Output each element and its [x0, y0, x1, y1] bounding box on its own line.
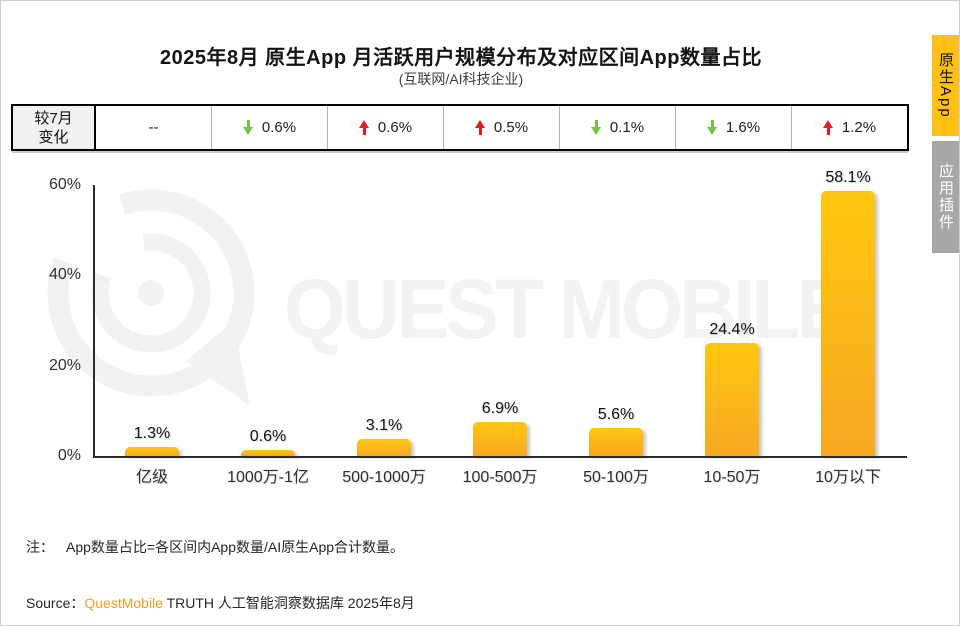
page-subtitle: (互联网/AI科技企业)	[398, 71, 524, 87]
note-text: App数量占比=各区间内App数量/AI原生App合计数量。	[66, 539, 405, 555]
questmobile-logo-watermark-icon	[47, 189, 255, 406]
bar	[473, 421, 527, 456]
y-tick-label: 0%	[57, 447, 81, 464]
x-category-label: 亿级	[135, 469, 168, 486]
x-category-label: 100-500万	[462, 469, 538, 486]
tab-native-app-label: 原生App	[937, 52, 954, 119]
change-cells: -- 0.6% 0.6% 0.5% 0.1% 1.6% 1.2%	[96, 106, 907, 149]
x-axis-line	[93, 456, 907, 458]
bar	[589, 427, 643, 456]
change-value: 0.1%	[609, 119, 645, 136]
bar	[241, 450, 295, 456]
change-cell: 0.6%	[212, 106, 328, 149]
arrow-down-icon	[242, 120, 254, 135]
bar	[357, 438, 411, 456]
bar-value-label: 58.1%	[825, 168, 871, 186]
x-category-label: 1000万-1亿	[227, 469, 309, 486]
change-row-header: 较7月 变化	[13, 106, 96, 149]
change-value: 0.6%	[261, 119, 297, 136]
change-cell: 0.6%	[328, 106, 444, 149]
arrow-down-icon	[590, 120, 602, 135]
change-cell: 0.1%	[560, 106, 676, 149]
source-label: Source：	[26, 595, 85, 611]
arrow-down-icon	[706, 120, 718, 135]
change-table: 较7月 变化 -- 0.6% 0.6% 0.5% 0.1% 1.6% 1.2%	[11, 104, 909, 151]
change-value: 0.6%	[377, 119, 413, 136]
x-category-label: 10万以下	[815, 469, 881, 486]
bar-value-label: 5.6%	[597, 405, 635, 423]
change-cell: 1.2%	[792, 106, 907, 149]
source-line: Source：QuestMobile TRUTH 人工智能洞察数据库 2025年…	[26, 593, 415, 613]
change-header-line2: 变化	[38, 128, 69, 146]
tab-native-app[interactable]: 原生App	[932, 35, 959, 136]
change-header-line1: 较7月	[34, 109, 73, 127]
page-title: 2025年8月 原生App 月活跃用户规模分布及对应区间App数量占比	[160, 47, 762, 69]
bar	[705, 342, 759, 456]
change-value: 1.2%	[841, 119, 877, 136]
watermark-text: QUEST MOBILE	[284, 262, 850, 356]
bar-value-label: 3.1%	[365, 416, 403, 434]
arrow-up-icon	[358, 120, 370, 135]
arrow-up-icon	[474, 120, 486, 135]
change-value: 0.5%	[493, 119, 529, 136]
bar-value-label: 6.9%	[481, 399, 519, 417]
tab-app-plugin-label: 应用插件	[937, 163, 954, 231]
x-category-label: 500-1000万	[342, 469, 426, 486]
bar	[125, 447, 179, 456]
change-cell: 0.5%	[444, 106, 560, 149]
x-category-label: 10-50万	[703, 469, 761, 486]
change-value: --	[148, 119, 159, 136]
change-cell: 1.6%	[676, 106, 792, 149]
change-cell: --	[96, 106, 212, 149]
note: 注： App数量占比=各区间内App数量/AI原生App合计数量。	[26, 537, 404, 557]
note-label: 注：	[26, 539, 54, 555]
arrow-up-icon	[822, 120, 834, 135]
source-brand: QuestMobile	[84, 595, 163, 611]
source-rest: TRUTH 人工智能洞察数据库 2025年8月	[162, 595, 415, 611]
x-category-label: 50-100万	[583, 469, 649, 486]
tab-app-plugin[interactable]: 应用插件	[932, 141, 959, 253]
change-value: 1.6%	[725, 119, 761, 136]
